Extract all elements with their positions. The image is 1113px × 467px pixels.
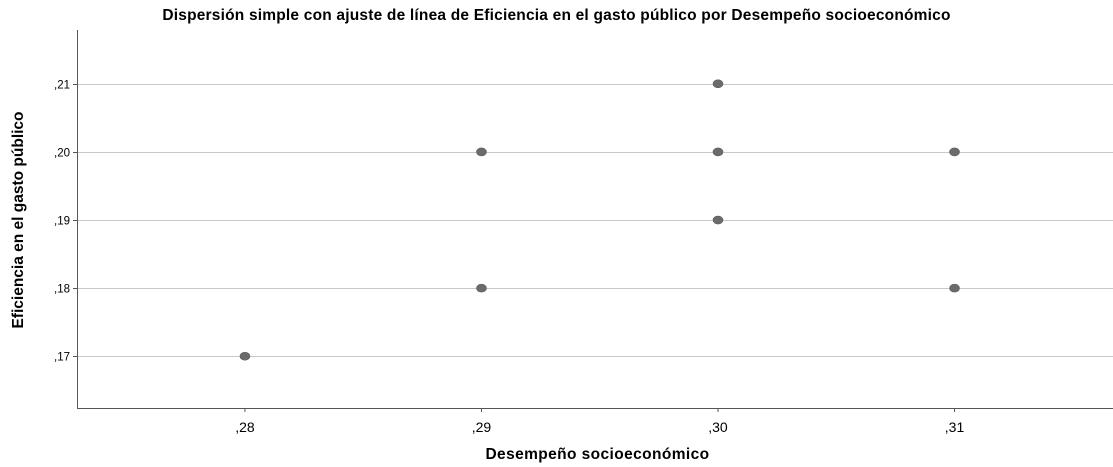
axes (73, 30, 1113, 412)
x-axis-label: Desempeño socioeconómico (485, 446, 710, 463)
y-tick-label: ,18 (54, 284, 70, 296)
x-tick-label: ,31 (945, 419, 965, 435)
data-point (476, 283, 487, 293)
y-axis-label: Eficiencia en el gasto público (10, 111, 27, 329)
data-point (712, 79, 724, 89)
data-point (949, 283, 960, 293)
y-tick-label: ,21 (54, 80, 70, 92)
x-tick-label: ,28 (235, 419, 255, 435)
y-tick-label: ,17 (54, 352, 70, 364)
data-point (949, 147, 960, 157)
data-point (712, 215, 724, 225)
gridlines (77, 84, 1113, 357)
chart-title: Dispersión simple con ajuste de línea de… (162, 7, 951, 24)
y-tick-label: ,20 (54, 148, 70, 160)
data-points (239, 79, 960, 361)
data-point (712, 147, 724, 157)
y-tick-label: ,19 (54, 216, 70, 228)
data-point (239, 351, 251, 361)
x-tick-label: ,29 (472, 419, 492, 435)
x-tick-label: ,30 (708, 419, 728, 435)
tick-labels: ,17 ,18 ,19 ,20 ,21 ,28 ,29 ,30 ,31 (54, 80, 964, 436)
data-point (476, 147, 487, 157)
